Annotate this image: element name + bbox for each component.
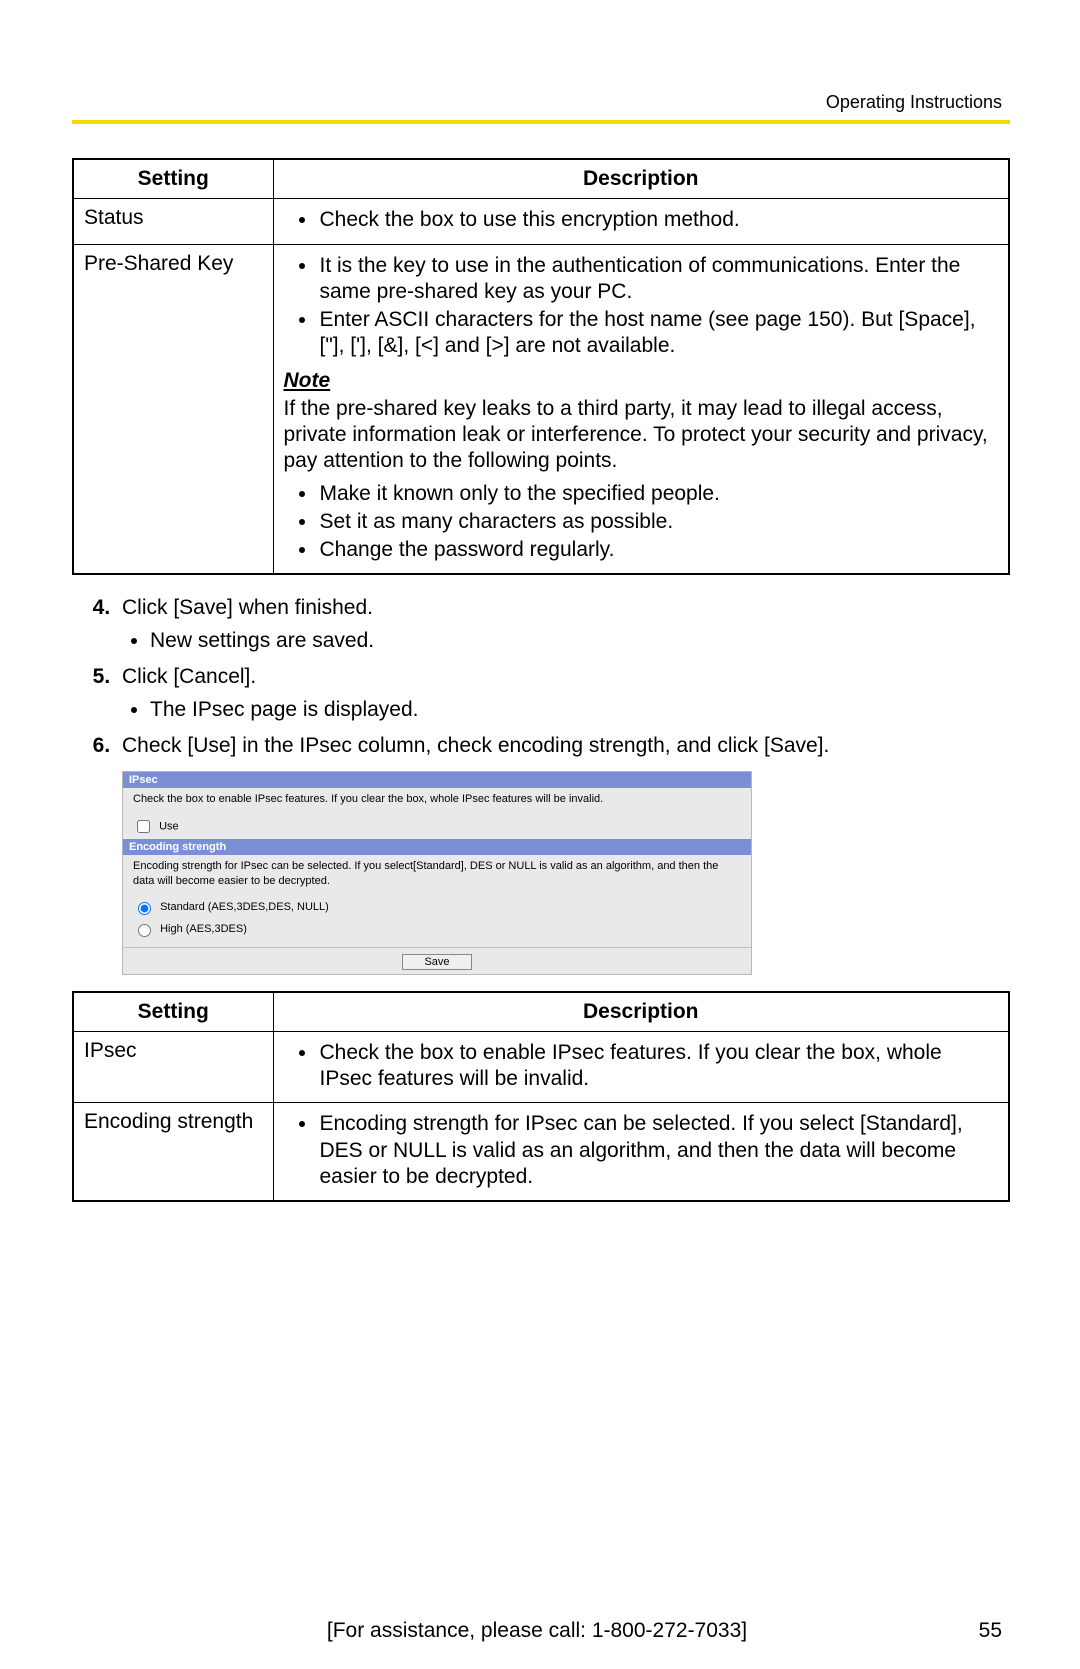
- bullet-item: Enter ASCII characters for the host name…: [318, 307, 999, 360]
- table-row: Encoding strength Encoding strength for …: [73, 1103, 1009, 1201]
- shot-save-row: Save: [123, 947, 751, 974]
- shot-use-row: Use: [123, 814, 751, 839]
- page-number: 55: [979, 1619, 1002, 1643]
- step-item: Click [Save] when finished. New settings…: [116, 593, 1010, 656]
- description-cell: Check the box to enable IPsec features. …: [273, 1031, 1009, 1103]
- accent-divider: [72, 120, 1010, 124]
- note-label: Note: [284, 368, 999, 394]
- setting-cell: Pre-Shared Key: [73, 244, 273, 574]
- settings-table-1: Setting Description Status Check the box…: [72, 158, 1010, 575]
- description-cell: Encoding strength for IPsec can be selec…: [273, 1103, 1009, 1201]
- step-item: Click [Cancel]. The IPsec page is displa…: [116, 662, 1010, 725]
- ipsec-screenshot: IPsec Check the box to enable IPsec feat…: [122, 771, 752, 974]
- description-cell: Check the box to use this encryption met…: [273, 199, 1009, 244]
- table2-col-description: Description: [273, 992, 1009, 1032]
- table1-col-setting: Setting: [73, 159, 273, 199]
- table-row: IPsec Check the box to enable IPsec feat…: [73, 1031, 1009, 1103]
- table1-col-description: Description: [273, 159, 1009, 199]
- shot-radio-row: High (AES,3DES): [123, 918, 751, 947]
- table2-col-setting: Setting: [73, 992, 273, 1032]
- radio-standard-label: Standard (AES,3DES,DES, NULL): [160, 901, 329, 913]
- setting-cell: Encoding strength: [73, 1103, 273, 1201]
- shot-section-text: Encoding strength for IPsec can be selec…: [123, 855, 751, 896]
- table-row: Pre-Shared Key It is the key to use in t…: [73, 244, 1009, 574]
- bullet-item: It is the key to use in the authenticati…: [318, 253, 999, 306]
- step-text: Click [Save] when finished.: [122, 596, 373, 619]
- bullet-item: Check the box to enable IPsec features. …: [318, 1040, 999, 1093]
- bullet-item: Encoding strength for IPsec can be selec…: [318, 1111, 999, 1190]
- step-text: Click [Cancel].: [122, 665, 256, 688]
- use-label: Use: [159, 820, 179, 832]
- bullet-item: Change the password regularly.: [318, 537, 999, 563]
- shot-section-text: Check the box to enable IPsec features. …: [123, 788, 751, 813]
- setting-cell: Status: [73, 199, 273, 244]
- shot-section-title: Encoding strength: [123, 839, 751, 855]
- description-cell: It is the key to use in the authenticati…: [273, 244, 1009, 574]
- bullet-item: Make it known only to the specified peop…: [318, 481, 999, 507]
- shot-section-title: IPsec: [123, 772, 751, 788]
- shot-radio-row: Standard (AES,3DES,DES, NULL): [123, 896, 751, 918]
- step-sub-item: The IPsec page is displayed.: [150, 695, 1010, 725]
- header-doc-title: Operating Instructions: [826, 92, 1002, 113]
- radio-high[interactable]: [138, 924, 151, 937]
- steps-list: Click [Save] when finished. New settings…: [72, 593, 1010, 761]
- setting-cell: IPsec: [73, 1031, 273, 1103]
- radio-high-label: High (AES,3DES): [160, 923, 247, 935]
- step-sub-item: New settings are saved.: [150, 626, 1010, 656]
- step-item: Check [Use] in the IPsec column, check e…: [116, 731, 1010, 761]
- bullet-item: Set it as many characters as possible.: [318, 509, 999, 535]
- bullet-item: Check the box to use this encryption met…: [318, 207, 999, 233]
- step-text: Check [Use] in the IPsec column, check e…: [122, 734, 829, 757]
- table-row: Status Check the box to use this encrypt…: [73, 199, 1009, 244]
- settings-table-2: Setting Description IPsec Check the box …: [72, 991, 1010, 1203]
- page: Operating Instructions Setting Descripti…: [0, 0, 1080, 1669]
- radio-standard[interactable]: [138, 902, 151, 915]
- save-button[interactable]: Save: [402, 954, 472, 970]
- footer-assist: [For assistance, please call: 1-800-272-…: [72, 1619, 1002, 1643]
- note-body: If the pre-shared key leaks to a third p…: [284, 396, 999, 475]
- use-checkbox[interactable]: [137, 820, 150, 833]
